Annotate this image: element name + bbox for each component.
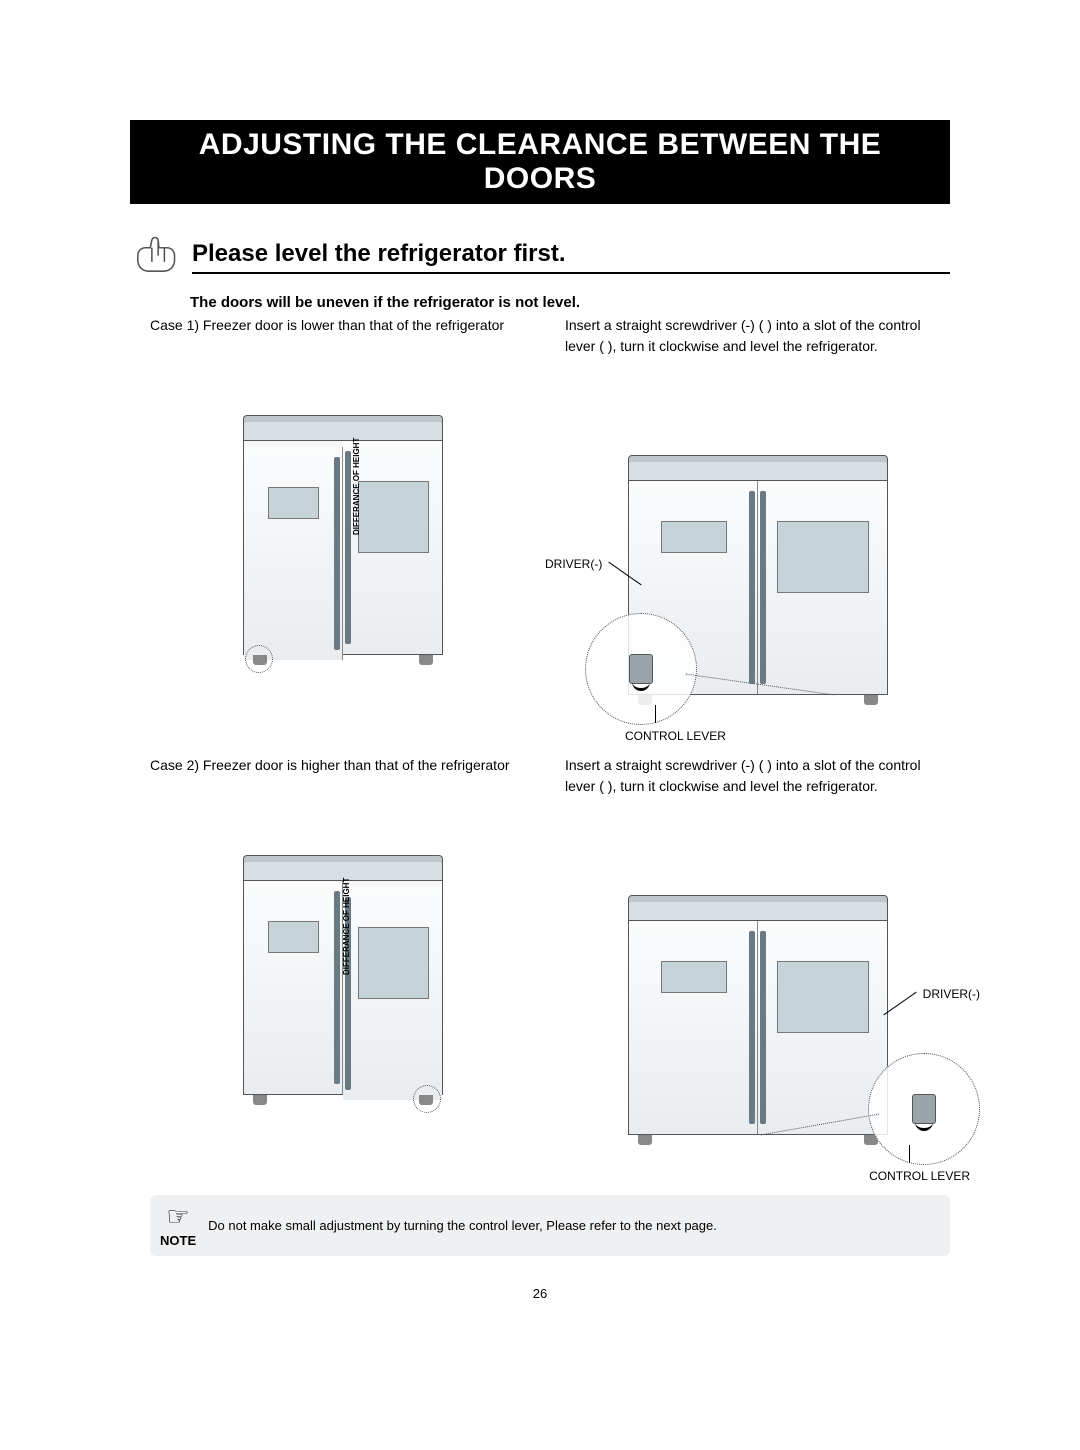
case2-right: Insert a straight screwdriver (-) ( ) in… [565,755,950,1145]
page-title: ADJUSTING THE CLEARANCE BETWEEN THE DOOR… [130,120,950,204]
case1-right: Insert a straight screwdriver (-) ( ) in… [565,315,950,705]
note-text: Do not make small adjustment by turning … [208,1218,717,1233]
control-lever-icon [912,1094,936,1124]
page-number: 26 [130,1286,950,1301]
pointing-hand-icon [130,229,180,284]
control-lever-detail-2 [868,1053,980,1165]
subtitle-row: Please level the refrigerator first. [130,229,950,284]
case1-right-text: Insert a straight screwdriver (-) ( ) in… [565,315,950,385]
case2-right-text: Insert a straight screwdriver (-) ( ) in… [565,755,950,825]
case2-left-figure: DIFFERANCE OF HEIGHT [150,825,535,1105]
driver-callout-2: DRIVER(-) [923,985,980,1003]
note-label: NOTE [160,1233,196,1248]
height-diff-label: DIFFERANCE OF HEIGHT [351,438,363,535]
note-box: ☞ NOTE Do not make small adjustment by t… [150,1195,950,1256]
manual-page: ADJUSTING THE CLEARANCE BETWEEN THE DOOR… [0,0,1080,1361]
pointing-hand-icon: ☞ [166,1201,189,1231]
case1-left: Case 1) Freezer door is lower than that … [150,315,535,705]
warning-text: The doors will be uneven if the refriger… [190,294,950,311]
height-diff-label-2: DIFFERANCE OF HEIGHT [341,878,353,975]
note-icon-col: ☞ NOTE [160,1201,196,1250]
case2-right-figure: DRIVER(-) CONTROL LEVER [565,825,950,1145]
control-lever-detail [585,613,697,725]
control-lever-icon [629,654,653,684]
case2-left-text: Case 2) Freezer door is higher than that… [150,755,535,825]
case2-row: Case 2) Freezer door is higher than that… [150,755,950,1145]
case2-left: Case 2) Freezer door is higher than that… [150,755,535,1145]
foot-detail-circle [245,645,273,673]
driver-callout: DRIVER(-) [545,555,602,573]
subtitle: Please level the refrigerator first. [192,240,950,274]
case1-left-figure: DIFFERANCE OF HEIGHT [150,385,535,665]
case1-right-figure: DRIVER(-) CONTROL LEVER [565,385,950,705]
case1-left-text: Case 1) Freezer door is lower than that … [150,315,535,385]
foot-detail-circle-2 [413,1085,441,1113]
lever-callout: CONTROL LEVER [625,727,726,745]
lever-callout-2: CONTROL LEVER [869,1167,970,1185]
case1-row: Case 1) Freezer door is lower than that … [150,315,950,705]
